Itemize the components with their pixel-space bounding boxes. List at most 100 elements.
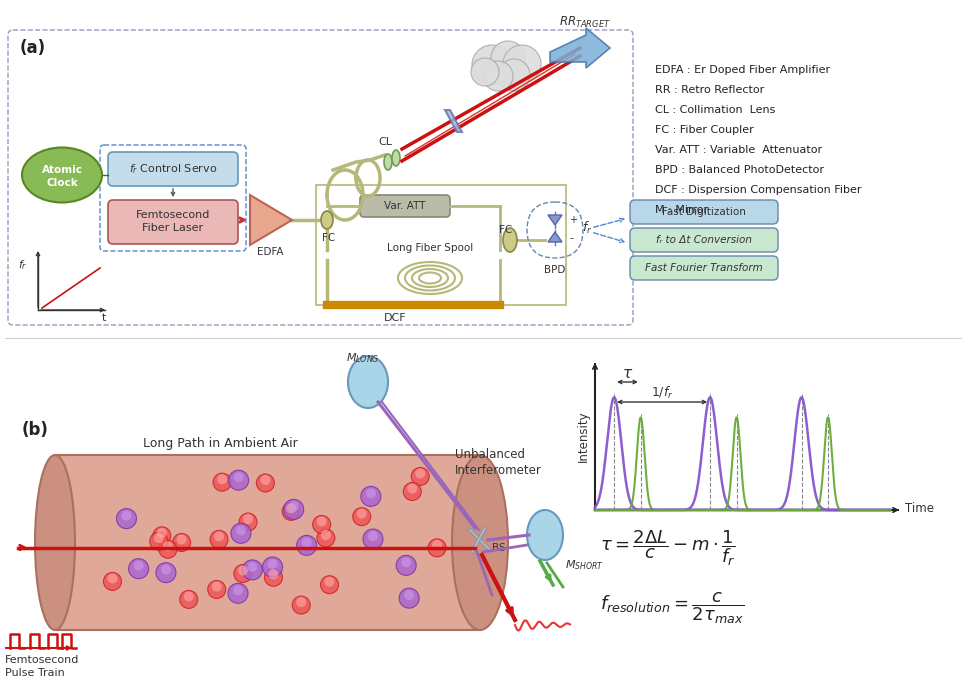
Circle shape	[353, 508, 371, 526]
Circle shape	[415, 469, 425, 479]
Circle shape	[117, 509, 136, 528]
Circle shape	[498, 59, 530, 91]
Ellipse shape	[452, 455, 508, 630]
Circle shape	[297, 535, 317, 556]
Circle shape	[128, 559, 149, 579]
Circle shape	[173, 534, 190, 551]
Text: Fiber Laser: Fiber Laser	[142, 223, 204, 233]
Circle shape	[368, 531, 378, 541]
Circle shape	[363, 529, 383, 549]
Circle shape	[210, 530, 228, 548]
Circle shape	[242, 560, 263, 580]
Circle shape	[153, 527, 171, 545]
Ellipse shape	[384, 154, 392, 170]
Circle shape	[159, 540, 177, 558]
Circle shape	[234, 472, 243, 482]
Text: Intensity: Intensity	[577, 410, 589, 462]
Circle shape	[284, 499, 303, 520]
Circle shape	[317, 529, 335, 547]
Circle shape	[292, 596, 310, 614]
Polygon shape	[55, 455, 480, 630]
Circle shape	[321, 530, 330, 540]
Circle shape	[428, 539, 446, 557]
Circle shape	[239, 513, 257, 531]
Text: Time: Time	[905, 502, 934, 515]
Text: $f_r$: $f_r$	[18, 258, 28, 272]
Text: -: -	[569, 233, 573, 243]
Text: FC: FC	[322, 233, 335, 243]
Circle shape	[472, 45, 512, 85]
Text: DCF : Dispersion Compensation Fiber: DCF : Dispersion Compensation Fiber	[655, 185, 862, 195]
FancyBboxPatch shape	[630, 228, 778, 252]
Circle shape	[321, 576, 338, 594]
Text: EDFA: EDFA	[257, 247, 283, 257]
Circle shape	[325, 577, 334, 587]
Text: Unbalanced: Unbalanced	[455, 449, 525, 462]
Text: $f_r$ Control Servo: $f_r$ Control Servo	[128, 162, 217, 176]
Circle shape	[163, 541, 173, 551]
Circle shape	[491, 41, 525, 75]
Circle shape	[214, 531, 224, 541]
FancyBboxPatch shape	[630, 200, 778, 224]
Polygon shape	[548, 232, 562, 242]
Bar	[316, 185, 566, 305]
Text: CL: CL	[378, 137, 392, 147]
Circle shape	[103, 573, 122, 590]
Ellipse shape	[527, 510, 563, 560]
Circle shape	[177, 534, 186, 545]
Circle shape	[107, 573, 118, 583]
Circle shape	[180, 590, 198, 609]
Text: +: +	[569, 215, 577, 225]
Circle shape	[432, 540, 442, 550]
Circle shape	[247, 562, 257, 572]
Polygon shape	[445, 110, 462, 132]
Text: DCF: DCF	[384, 313, 407, 323]
Text: $f_r$: $f_r$	[582, 220, 592, 236]
Text: Fast Digitization: Fast Digitization	[662, 207, 746, 217]
FancyBboxPatch shape	[108, 200, 238, 244]
Ellipse shape	[503, 228, 517, 252]
Text: t: t	[101, 313, 106, 323]
Circle shape	[401, 558, 412, 567]
Circle shape	[263, 557, 282, 577]
Circle shape	[212, 581, 222, 592]
Text: (b): (b)	[22, 421, 49, 439]
Circle shape	[217, 474, 227, 484]
Circle shape	[412, 467, 429, 486]
Text: Interferometer: Interferometer	[455, 464, 542, 477]
Circle shape	[133, 561, 144, 571]
Circle shape	[243, 514, 253, 524]
Circle shape	[366, 488, 376, 498]
Text: Var. ATT: Var. ATT	[384, 201, 426, 211]
Circle shape	[471, 58, 499, 86]
Circle shape	[483, 61, 513, 91]
Circle shape	[297, 597, 306, 607]
FancyBboxPatch shape	[630, 256, 778, 280]
Polygon shape	[548, 215, 562, 225]
Ellipse shape	[321, 211, 333, 229]
Text: $\tau = \dfrac{2\Delta L}{c} - m \cdot \dfrac{1}{f_r}$: $\tau = \dfrac{2\Delta L}{c} - m \cdot \…	[600, 528, 735, 568]
Circle shape	[404, 590, 414, 600]
Circle shape	[228, 583, 248, 603]
Text: (a): (a)	[20, 39, 46, 57]
Circle shape	[313, 515, 330, 534]
Text: FC: FC	[499, 225, 513, 235]
Circle shape	[154, 533, 164, 543]
Text: $RR_{TARGET}$: $RR_{TARGET}$	[559, 14, 611, 29]
Text: BS: BS	[492, 543, 505, 553]
Circle shape	[229, 470, 248, 490]
Circle shape	[208, 581, 226, 598]
Circle shape	[236, 526, 246, 535]
Text: Femtosecond: Femtosecond	[136, 210, 211, 220]
Text: $M_{SHORT}$: $M_{SHORT}$	[565, 558, 604, 572]
FancyBboxPatch shape	[360, 195, 450, 217]
Text: Fast Fourier Transform: Fast Fourier Transform	[645, 263, 763, 273]
Text: Var. ATT : Variable  Attenuator: Var. ATT : Variable Attenuator	[655, 145, 822, 155]
Text: Long Path in Ambient Air: Long Path in Ambient Air	[143, 437, 298, 449]
Circle shape	[282, 503, 300, 520]
Text: Atomic: Atomic	[42, 165, 82, 175]
Text: BPD : Balanced PhotoDetector: BPD : Balanced PhotoDetector	[655, 165, 824, 175]
Circle shape	[317, 517, 327, 526]
Circle shape	[269, 569, 278, 579]
Circle shape	[265, 568, 282, 586]
